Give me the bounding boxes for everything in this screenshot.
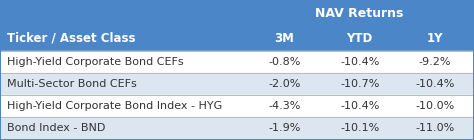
Bar bbox=[322, 117, 397, 139]
Bar bbox=[1, 73, 246, 95]
Bar bbox=[246, 73, 322, 95]
Bar bbox=[246, 95, 322, 117]
Bar bbox=[322, 51, 397, 73]
Bar bbox=[1, 95, 246, 117]
Text: High-Yield Corporate Bond Index - HYG: High-Yield Corporate Bond Index - HYG bbox=[7, 101, 222, 111]
Bar bbox=[322, 73, 397, 95]
Text: -0.8%: -0.8% bbox=[268, 57, 301, 67]
Text: -2.0%: -2.0% bbox=[268, 79, 301, 89]
Bar bbox=[397, 73, 473, 95]
Text: -10.7%: -10.7% bbox=[340, 79, 379, 89]
Text: 1Y: 1Y bbox=[427, 32, 443, 45]
Bar bbox=[1, 51, 246, 73]
Bar bbox=[246, 117, 322, 139]
Bar bbox=[246, 26, 322, 51]
Text: -1.9%: -1.9% bbox=[268, 123, 301, 133]
Bar bbox=[1, 1, 473, 26]
Bar bbox=[246, 51, 322, 73]
Text: Bond Index - BND: Bond Index - BND bbox=[7, 123, 105, 133]
Bar bbox=[397, 95, 473, 117]
Bar bbox=[1, 117, 246, 139]
Text: -4.3%: -4.3% bbox=[268, 101, 301, 111]
Bar bbox=[322, 95, 397, 117]
Text: Ticker / Asset Class: Ticker / Asset Class bbox=[7, 32, 135, 45]
Bar bbox=[397, 51, 473, 73]
Text: -10.4%: -10.4% bbox=[340, 57, 379, 67]
Text: -10.0%: -10.0% bbox=[416, 101, 455, 111]
Text: -9.2%: -9.2% bbox=[419, 57, 451, 67]
Text: 3M: 3M bbox=[274, 32, 294, 45]
Text: -10.1%: -10.1% bbox=[340, 123, 379, 133]
Bar bbox=[397, 26, 473, 51]
Text: Multi-Sector Bond CEFs: Multi-Sector Bond CEFs bbox=[7, 79, 137, 89]
Text: YTD: YTD bbox=[346, 32, 373, 45]
Bar bbox=[397, 117, 473, 139]
Text: -10.4%: -10.4% bbox=[415, 79, 455, 89]
Text: High-Yield Corporate Bond CEFs: High-Yield Corporate Bond CEFs bbox=[7, 57, 183, 67]
Bar bbox=[322, 26, 397, 51]
Text: NAV Returns: NAV Returns bbox=[316, 7, 404, 20]
Bar bbox=[1, 26, 246, 51]
Text: -10.4%: -10.4% bbox=[340, 101, 379, 111]
Text: -11.0%: -11.0% bbox=[416, 123, 455, 133]
